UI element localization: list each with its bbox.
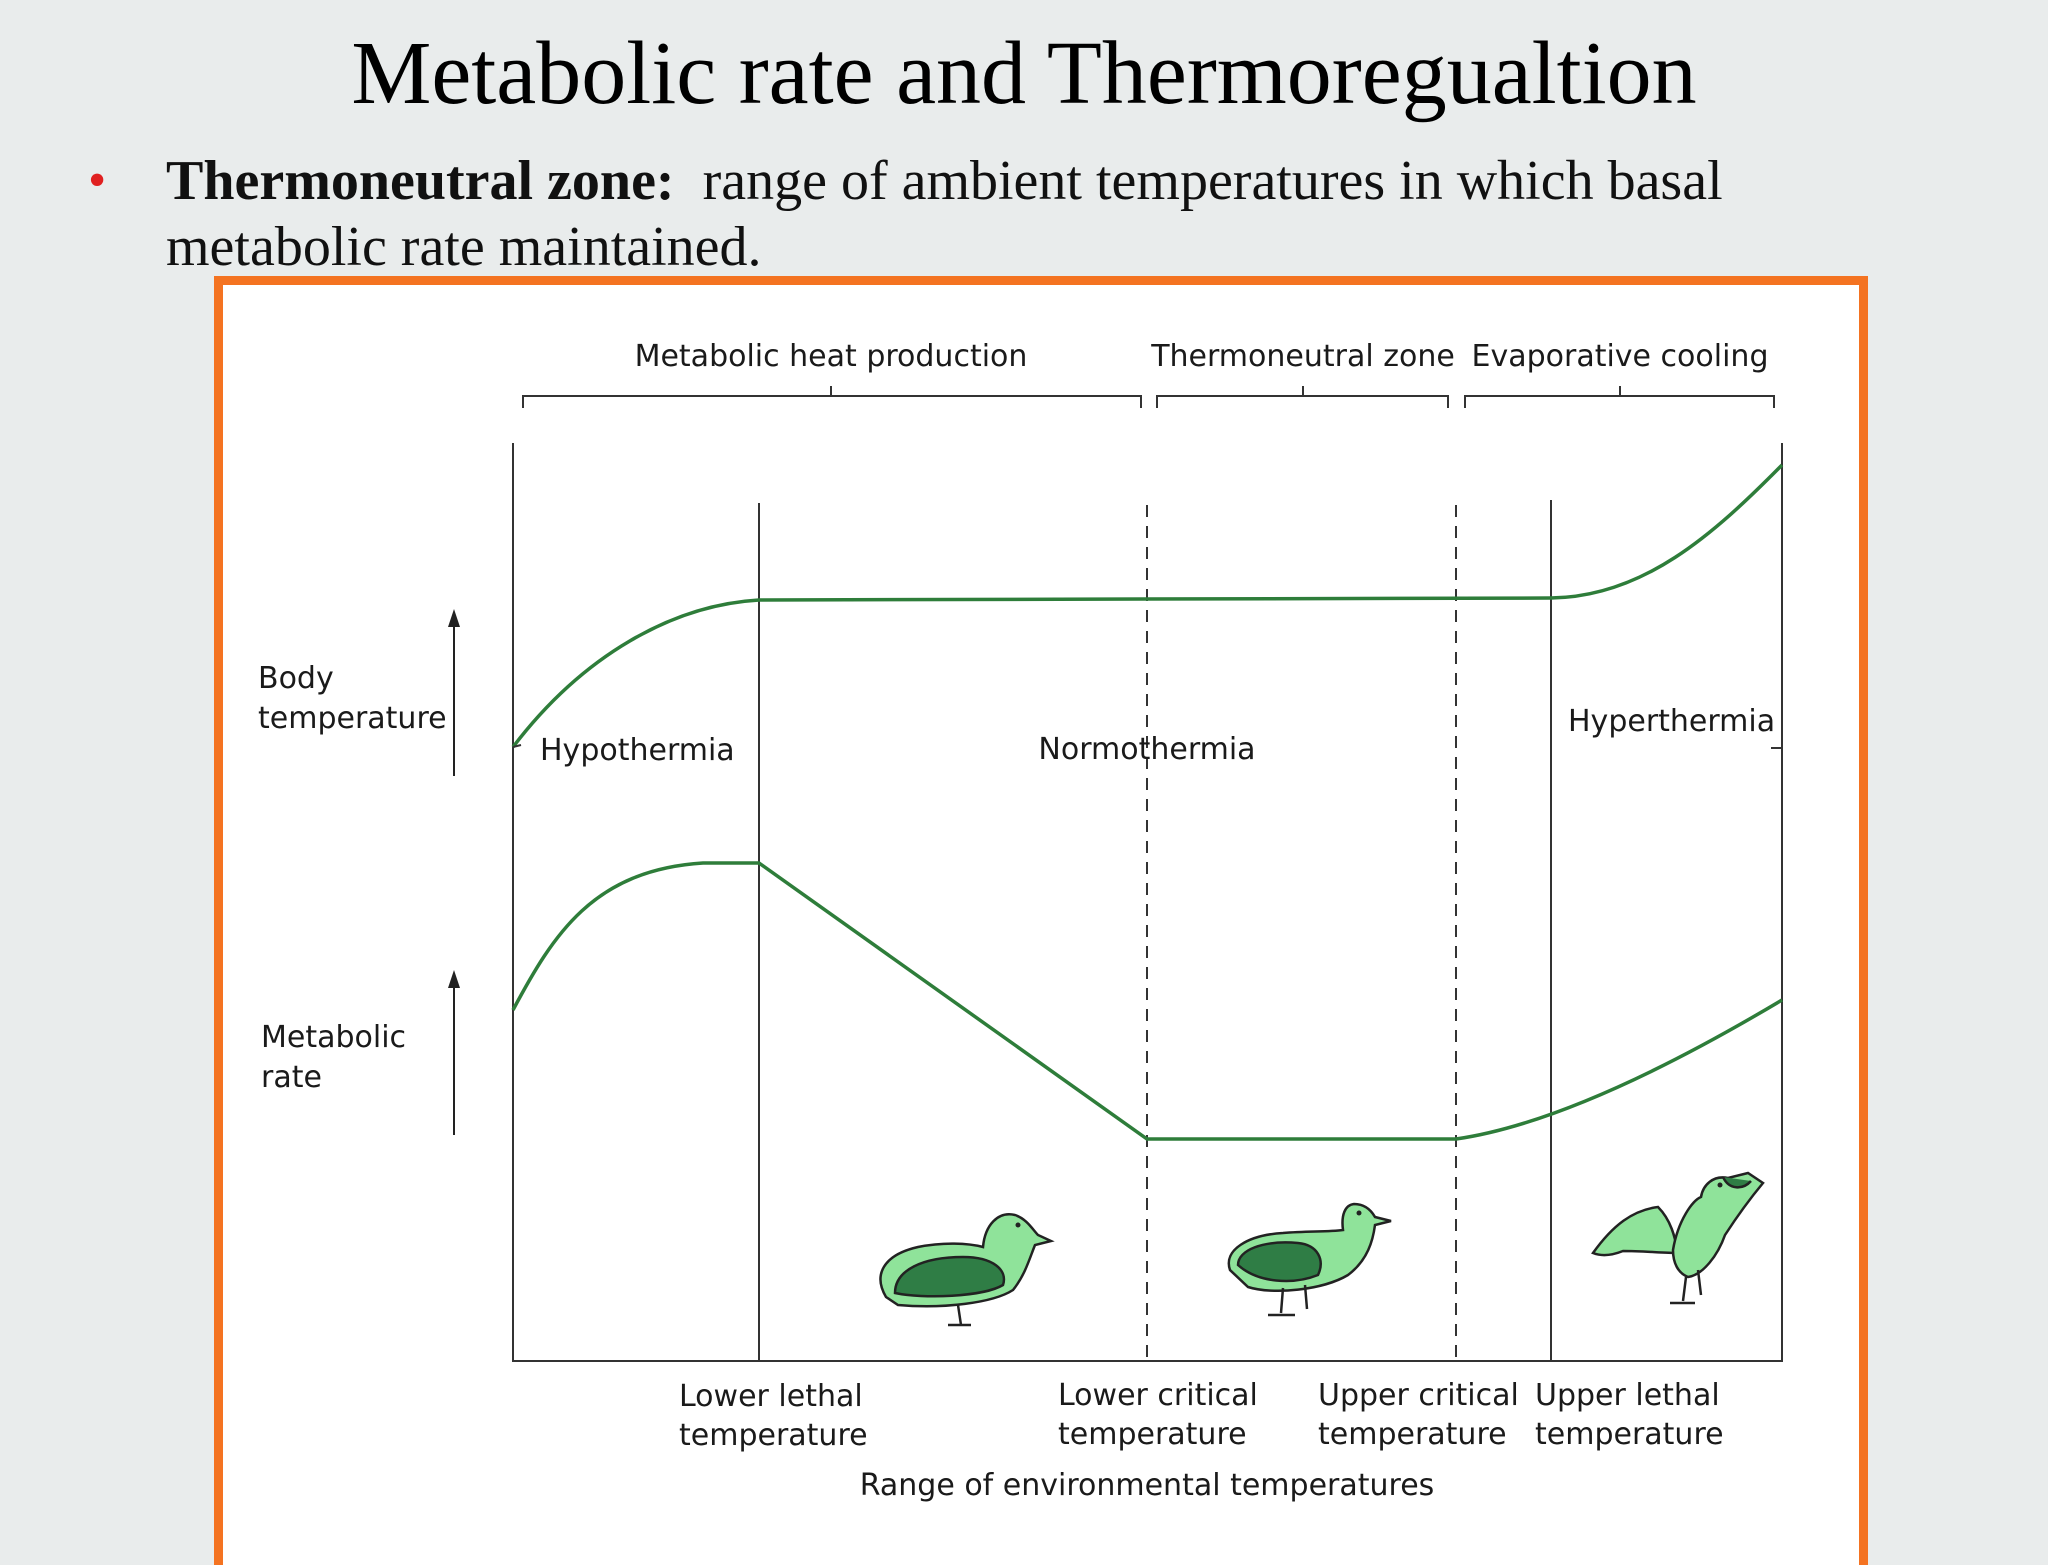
figure-frame: Metabolic heat production Thermoneutral … <box>214 276 1868 1565</box>
x-axis-label: Range of environmental temperatures <box>860 1468 1435 1503</box>
threshold-upper-critical-1: Upper critical <box>1318 1378 1519 1413</box>
threshold-lower-lethal-2: temperature <box>679 1418 868 1453</box>
bracket-evaporative <box>1464 386 1775 408</box>
threshold-upper-critical-2: temperature <box>1318 1417 1507 1452</box>
bird-resting-icon <box>879 1213 1055 1327</box>
arrowhead-body-temperature <box>448 609 460 627</box>
y-label-body-temperature-2: temperature <box>258 701 447 736</box>
slide-title: Metabolic rate and Thermoregualtion <box>351 24 1697 123</box>
bracket-label-evaporative: Evaporative cooling <box>1472 339 1769 374</box>
thermoregulation-diagram: Metabolic heat production Thermoneutral … <box>258 339 1784 1503</box>
threshold-lower-lethal-1: Lower lethal <box>679 1379 863 1414</box>
bracket-thermoneutral <box>1156 386 1449 408</box>
bracket-label-thermoneutral: Thermoneutral zone <box>1150 339 1455 374</box>
top-brackets <box>522 386 1775 408</box>
bracket-heat-production <box>522 386 1142 408</box>
hypothermia-tick <box>512 744 522 748</box>
y-label-metabolic-rate-2: rate <box>261 1060 322 1095</box>
bird-panting-icon <box>1591 1171 1765 1305</box>
threshold-upper-lethal-2: temperature <box>1535 1417 1724 1452</box>
state-hyperthermia: Hyperthermia <box>1568 704 1775 739</box>
arrowhead-metabolic-rate <box>448 970 460 988</box>
threshold-lower-critical-1: Lower critical <box>1058 1378 1258 1413</box>
state-hypothermia: Hypothermia <box>540 733 735 768</box>
threshold-upper-lethal-1: Upper lethal <box>1535 1378 1720 1413</box>
state-normothermia: Normothermia <box>1038 732 1255 767</box>
bullet-definition: range of ambient temperatures in which b… <box>166 150 1723 278</box>
y-label-metabolic-rate-1: Metabolic <box>261 1020 406 1055</box>
bullet-term: Thermoneutral zone: <box>166 150 675 212</box>
plot-frame <box>512 443 1783 1362</box>
bullet-dot: • <box>88 152 107 209</box>
threshold-lower-critical-2: temperature <box>1058 1417 1247 1452</box>
bird-standing-icon <box>1227 1202 1392 1317</box>
body-temperature-curve <box>511 463 1784 749</box>
bracket-label-heat-production: Metabolic heat production <box>635 339 1028 374</box>
metabolic-rate-curve <box>511 861 1783 1141</box>
y-label-body-temperature-1: Body <box>258 661 334 696</box>
bullet-text: Thermoneutral zone: range of ambient tem… <box>166 148 1946 280</box>
